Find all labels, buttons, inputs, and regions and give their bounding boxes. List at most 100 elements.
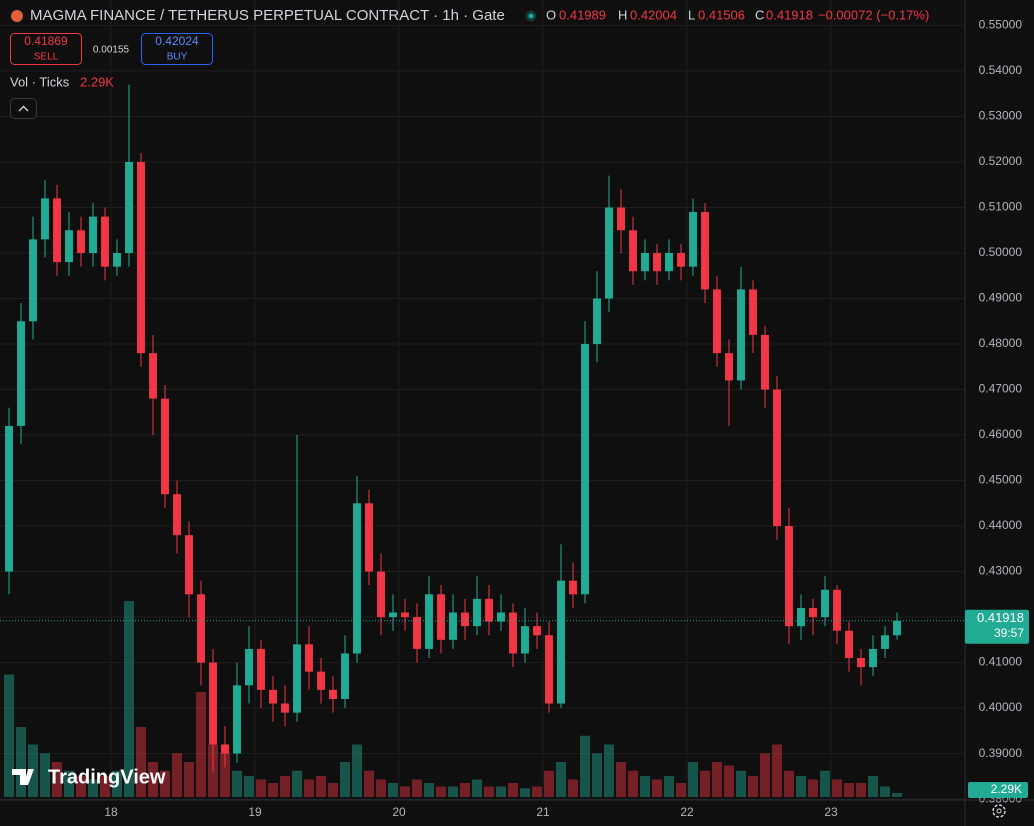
volume-bar xyxy=(891,792,903,797)
candle-body xyxy=(437,594,445,640)
candle-body xyxy=(77,230,85,254)
volume-bar xyxy=(747,776,759,797)
volume-bar xyxy=(495,786,507,797)
volume-bar xyxy=(771,744,783,797)
last-price-label: 0.41918 xyxy=(977,610,1024,625)
candle-body xyxy=(461,612,469,627)
candle-body xyxy=(797,607,805,627)
candle-body xyxy=(137,162,145,354)
candle-body xyxy=(5,425,13,572)
candle-body xyxy=(857,658,865,668)
volume-bar xyxy=(867,776,879,797)
volume-bar xyxy=(543,770,555,797)
y-tick-label: 0.53000 xyxy=(979,109,1023,123)
candle-body xyxy=(893,620,901,636)
candle-body xyxy=(197,594,205,663)
volume-bar xyxy=(507,783,519,797)
candle-body xyxy=(677,253,685,267)
volume-bar xyxy=(363,770,375,797)
candle-body xyxy=(485,598,493,622)
candle-body xyxy=(29,239,37,322)
volume-bar xyxy=(795,776,807,797)
volume-badge xyxy=(968,782,1028,798)
buy-button[interactable] xyxy=(141,33,213,65)
volume-bar xyxy=(579,735,591,797)
volume-bar xyxy=(687,762,699,797)
candle-body xyxy=(689,212,697,267)
volume-bar xyxy=(87,779,99,797)
y-tick-label: 0.50000 xyxy=(979,245,1023,259)
candle-body xyxy=(161,398,169,495)
candle-body xyxy=(509,612,517,654)
countdown: 39:57 xyxy=(994,626,1024,640)
candle-body xyxy=(89,216,97,254)
candle-body xyxy=(233,685,241,754)
candle-body xyxy=(593,298,601,345)
candle-body xyxy=(821,589,829,618)
x-tick-label: 20 xyxy=(392,805,406,819)
volume-legend[interactable]: Vol · Ticks xyxy=(10,74,70,89)
ohlc-label: L xyxy=(688,7,695,22)
symbol-title[interactable]: MAGMA FINANCE / TETHERUS PERPETUAL CONTR… xyxy=(30,7,505,24)
volume-bar xyxy=(171,753,183,797)
settings-icon[interactable] xyxy=(992,804,1006,818)
volume-bar xyxy=(723,765,735,797)
ohlc-value: 0.41989 xyxy=(559,7,606,22)
spread: 0.00155 xyxy=(93,45,130,56)
candle-body xyxy=(293,644,301,713)
candle-body xyxy=(761,334,769,390)
candle-body xyxy=(269,689,277,704)
volume-bar xyxy=(807,779,819,797)
volume-bar xyxy=(603,744,615,797)
change: −0.00072 (−0.17%) xyxy=(818,7,929,22)
x-tick-label: 22 xyxy=(680,805,694,819)
collapse-button[interactable] xyxy=(10,98,37,119)
candle-body xyxy=(281,703,289,713)
candle-body xyxy=(101,216,109,267)
volume-bar xyxy=(435,786,447,797)
candle-body xyxy=(737,289,745,381)
x-tick-label: 18 xyxy=(104,805,118,819)
candle-body xyxy=(257,648,265,690)
x-tick-label: 21 xyxy=(536,805,550,819)
ohlc-value: 0.41918 xyxy=(766,7,813,22)
candle-body xyxy=(533,626,541,636)
y-tick-label: 0.40000 xyxy=(979,700,1023,714)
volume-bar xyxy=(39,753,51,797)
candle-body xyxy=(353,503,361,654)
volume-bar xyxy=(267,783,279,797)
ohlc-label: C xyxy=(755,7,764,22)
candle-body xyxy=(425,594,433,649)
candle-body xyxy=(809,607,817,618)
candle-body xyxy=(701,212,709,290)
sell-button[interactable] xyxy=(10,33,82,65)
candle-body xyxy=(221,744,229,754)
volume-bar xyxy=(147,762,159,797)
candle-body xyxy=(881,635,889,649)
candle-body xyxy=(833,589,841,631)
candle-body xyxy=(53,198,61,263)
candle-body xyxy=(65,230,73,263)
candle-body xyxy=(413,617,421,649)
volume-bar xyxy=(879,786,891,797)
volume-bar xyxy=(243,776,255,797)
ohlc-label: H xyxy=(618,7,627,22)
volume-bar xyxy=(675,783,687,797)
volume-bar xyxy=(627,770,639,797)
volume-bar xyxy=(651,779,663,797)
volume-bar xyxy=(783,770,795,797)
volume-bar xyxy=(255,779,267,797)
volume-bar xyxy=(375,779,387,797)
candle-body xyxy=(617,207,625,231)
candle-body xyxy=(17,321,25,426)
volume-bar xyxy=(483,786,495,797)
candle-body xyxy=(521,626,529,654)
y-tick-label: 0.39000 xyxy=(979,746,1023,760)
ohlc-value: 0.42004 xyxy=(630,7,677,22)
volume-bar xyxy=(51,762,63,797)
candle-body xyxy=(245,648,253,686)
volume-bar xyxy=(459,783,471,797)
y-tick-label: 0.47000 xyxy=(979,382,1023,396)
ohlc-value: 0.41506 xyxy=(698,7,745,22)
